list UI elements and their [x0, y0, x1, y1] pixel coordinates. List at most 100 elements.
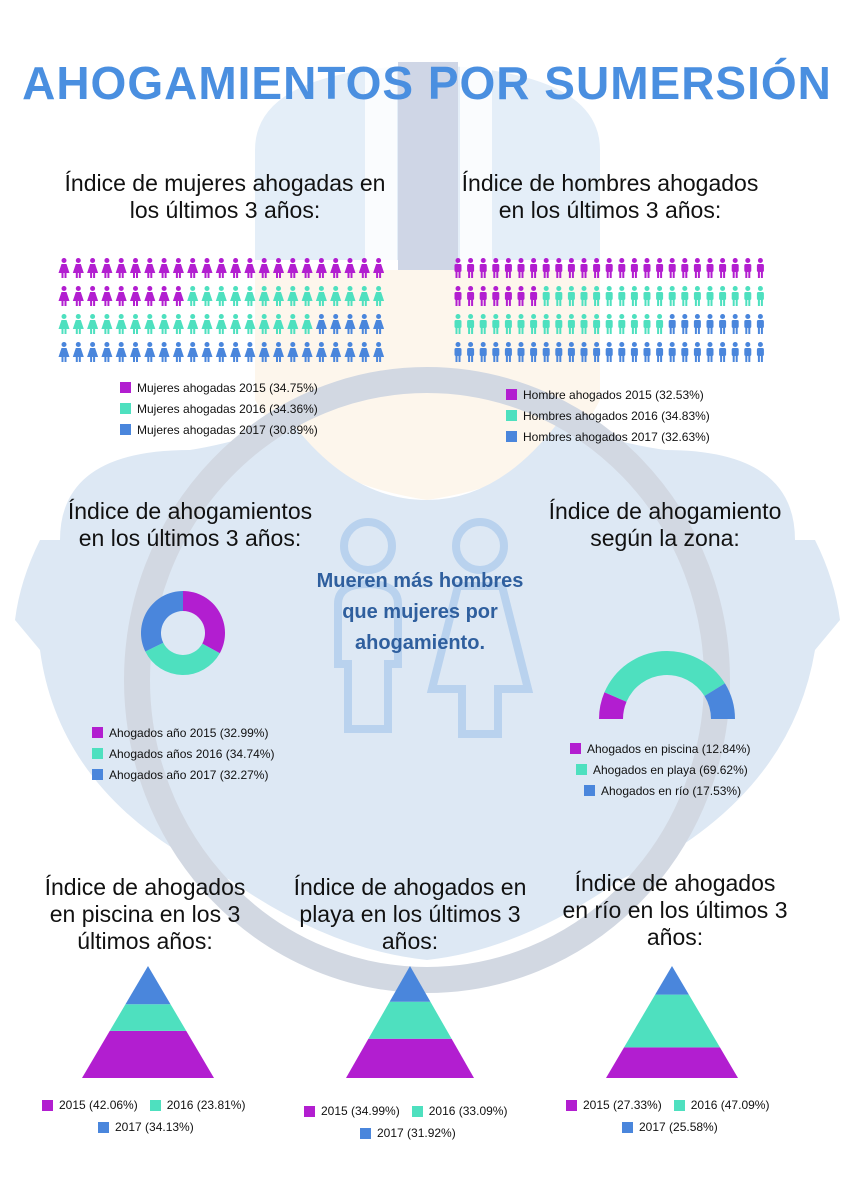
woman-icon [130, 314, 141, 334]
woman-icon [230, 342, 242, 362]
man-icon [454, 342, 462, 362]
man-icon [454, 314, 462, 334]
woman-icon [72, 342, 84, 362]
woman-icon [187, 314, 199, 334]
woman-outline-head-icon [452, 518, 508, 574]
man-icon [492, 342, 500, 362]
woman-icon [172, 314, 184, 334]
woman-icon [144, 258, 156, 278]
legend-label: 2015 (27.33%) [583, 1098, 662, 1112]
legend-swatch-2016 [120, 403, 131, 414]
woman-icon [201, 286, 213, 306]
man-icon [719, 286, 727, 306]
river-legend-2015: 2015 (27.33%) [566, 1098, 662, 1112]
man-icon [706, 314, 714, 334]
man-icon [756, 314, 764, 334]
callout-line-2: que mujeres por [342, 601, 498, 623]
beach-pyramid-band-2017 [389, 966, 431, 1002]
woman-icon [158, 258, 170, 278]
men-legend-2017: Hombres ahogados 2017 (32.63%) [506, 426, 710, 447]
man-icon [731, 314, 739, 334]
man-icon [668, 286, 676, 306]
man-icon [504, 286, 512, 306]
river-pyramid-band-2016 [624, 994, 720, 1048]
man-outline-body-icon [334, 579, 402, 733]
woman-icon [187, 286, 199, 306]
pool-legend: 2015 (42.06%) 2016 (23.81%) 2017 (34.13%… [42, 1098, 272, 1134]
women-legend: Mujeres ahogadas 2015 (34.75%) Mujeres a… [120, 377, 318, 440]
men-title-line-1: Índice de hombres ahogados [461, 170, 759, 196]
man-icon [504, 258, 512, 278]
woman-icon [287, 286, 299, 306]
man-icon [492, 286, 500, 306]
legend-swatch-2016 [673, 1099, 685, 1111]
beach-legend: 2015 (34.99%) 2016 (33.09%) 2017 (31.92%… [304, 1104, 534, 1140]
legend-label: Ahogados año 2015 (32.99%) [109, 725, 269, 740]
man-icon [555, 286, 563, 306]
man-icon [630, 314, 638, 334]
man-icon [681, 286, 689, 306]
man-icon [567, 258, 575, 278]
woman-icon [258, 258, 270, 278]
woman-icon [215, 314, 227, 334]
man-icon [467, 342, 475, 362]
river-chart-title: Índice de ahogados en río en los últimos… [545, 870, 805, 951]
woman-icon [344, 286, 356, 306]
woman-icon [144, 314, 156, 334]
man-icon [706, 342, 714, 362]
woman-icon [201, 342, 213, 362]
woman-icon [58, 258, 70, 278]
woman-icon [301, 342, 313, 362]
man-icon [593, 314, 601, 334]
legend-swatch-2017 [120, 424, 131, 435]
legend-swatch-2015 [120, 382, 131, 393]
man-icon [530, 258, 538, 278]
women-pictogram [58, 258, 385, 362]
legend-swatch-2015 [92, 727, 103, 738]
man-icon [479, 286, 487, 306]
beach-legend-2015: 2015 (34.99%) [304, 1104, 400, 1118]
legend-label: 2015 (42.06%) [59, 1098, 138, 1112]
man-icon [530, 286, 538, 306]
legend-label: 2017 (34.13%) [115, 1120, 194, 1134]
woman-icon [273, 314, 284, 334]
man-icon [693, 314, 701, 334]
man-icon [618, 314, 626, 334]
half-donut-slice-beach [604, 651, 725, 702]
woman-icon [101, 258, 113, 278]
men-legend: Hombre ahogados 2015 (32.53%) Hombres ah… [506, 384, 710, 447]
man-icon [706, 286, 714, 306]
woman-icon [58, 286, 70, 306]
woman-icon [373, 342, 385, 362]
legend-label: Hombre ahogados 2015 (32.53%) [523, 387, 704, 402]
zone-legend: Ahogados en piscina (12.84%) Ahogados en… [570, 738, 750, 801]
legend-label: 2015 (34.99%) [321, 1104, 400, 1118]
woman-icon [130, 258, 141, 278]
man-icon [668, 342, 676, 362]
half-donut-slice-river [704, 683, 735, 719]
zone-chart-title: Índice de ahogamiento según la zona: [520, 498, 810, 552]
man-icon [555, 258, 563, 278]
woman-icon [215, 342, 227, 362]
pool-legend-row-1: 2015 (42.06%) 2016 (23.81%) [42, 1098, 272, 1112]
man-icon [744, 286, 752, 306]
woman-icon [315, 286, 327, 306]
legend-label: Ahogados año 2017 (32.27%) [109, 767, 269, 782]
donut-slice-2015 [183, 591, 225, 654]
river-title-line-2: en río en los últimos 3 [562, 897, 788, 923]
women-legend-2015: Mujeres ahogadas 2015 (34.75%) [120, 377, 318, 398]
man-icon [693, 286, 701, 306]
man-icon [643, 342, 651, 362]
woman-icon [87, 314, 99, 334]
woman-icon [258, 342, 270, 362]
man-icon [542, 286, 550, 306]
man-icon [630, 286, 638, 306]
woman-icon [72, 314, 84, 334]
beach-title-line-1: Índice de ahogados en [293, 874, 527, 900]
man-icon [719, 314, 727, 334]
woman-icon [315, 258, 327, 278]
man-icon [593, 286, 601, 306]
legend-swatch-2016 [92, 748, 103, 759]
beach-chart-title: Índice de ahogados en playa en los últim… [280, 874, 540, 955]
river-pyramid-band-2017 [655, 966, 689, 995]
